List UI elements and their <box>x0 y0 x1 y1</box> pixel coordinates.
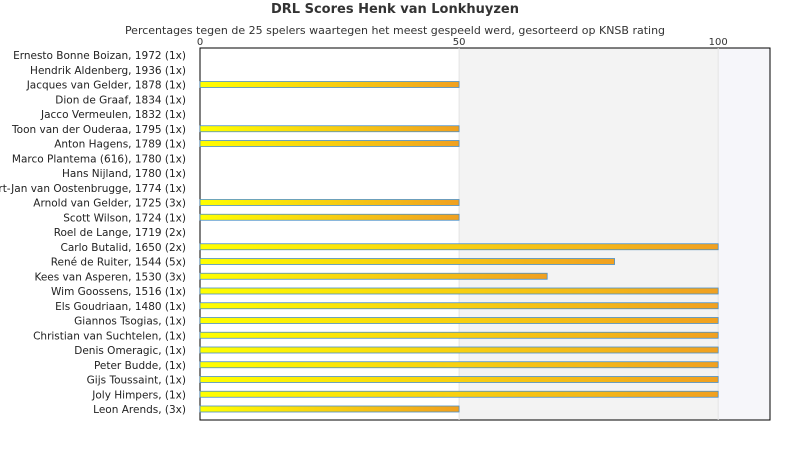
chart-subtitle: Percentages tegen de 25 spelers waartege… <box>124 24 666 37</box>
bar <box>199 81 460 88</box>
category-label: Christian van Suchtelen, (1x) <box>33 330 186 342</box>
category-label: Arnold van Gelder, 1725 (3x) <box>33 198 186 210</box>
bar <box>199 140 460 147</box>
category-label: René de Ruiter, 1544 (5x) <box>51 257 186 269</box>
category-label: Joly Himpers, (1x) <box>91 389 186 401</box>
x-tick-label: 0 <box>197 37 203 48</box>
bar <box>199 390 719 398</box>
bar <box>199 258 615 265</box>
category-label: Marco Plantema (616), 1780 (1x) <box>12 153 186 165</box>
bar <box>199 272 548 280</box>
bar <box>199 346 719 354</box>
category-label: Toon van der Ouderaa, 1795 (1x) <box>11 124 186 136</box>
category-label: Leon Arends, (3x) <box>93 404 186 416</box>
background-band <box>459 48 719 420</box>
bar <box>199 361 719 369</box>
category-label: Carlo Butalid, 1650 (2x) <box>61 242 187 254</box>
plot-frame <box>199 47 771 421</box>
category-label: Dion de Graaf, 1834 (1x) <box>55 94 186 106</box>
bar <box>199 199 460 206</box>
category-label: Hendrik Aldenberg, 1936 (1x) <box>30 65 186 77</box>
category-label: Kees van Asperen, 1530 (3x) <box>34 271 186 283</box>
category-label: Scott Wilson, 1724 (1x) <box>63 212 186 224</box>
bar <box>199 287 719 295</box>
category-label: Giannos Tsogias, (1x) <box>74 316 186 328</box>
category-label: Hans Nijland, 1780 (1x) <box>62 168 186 180</box>
bar <box>199 302 719 310</box>
category-label: Ernesto Bonne Boizan, 1972 (1x) <box>13 50 186 62</box>
category-label: Denis Omeragic, (1x) <box>74 345 186 357</box>
category-label: Anton Hagens, 1789 (1x) <box>54 139 186 151</box>
category-label: Wim Goossens, 1516 (1x) <box>51 286 186 298</box>
bar <box>199 376 719 383</box>
background-band <box>718 48 770 420</box>
category-label: Gert-Jan van Oostenbrugge, 1774 (1x) <box>0 183 186 195</box>
category-label: Gijs Toussaint, (1x) <box>87 375 186 387</box>
bar <box>199 317 719 324</box>
category-label: Roel de Lange, 1719 (2x) <box>54 227 186 239</box>
bar <box>199 405 460 413</box>
category-label: Jacco Vermeulen, 1832 (1x) <box>40 109 186 121</box>
bar <box>199 213 460 221</box>
chart-title: DRL Scores Henk van Lonkhuyzen <box>271 2 519 17</box>
x-tick-label: 100 <box>709 37 728 48</box>
bar <box>199 331 719 339</box>
background-band <box>200 48 460 420</box>
bar <box>199 125 460 133</box>
bar <box>199 243 719 251</box>
category-label: Peter Budde, (1x) <box>94 360 186 372</box>
x-tick-label: 50 <box>453 37 466 48</box>
category-label: Jacques van Gelder, 1878 (1x) <box>26 80 186 92</box>
category-label: Els Goudriaan, 1480 (1x) <box>55 301 186 313</box>
